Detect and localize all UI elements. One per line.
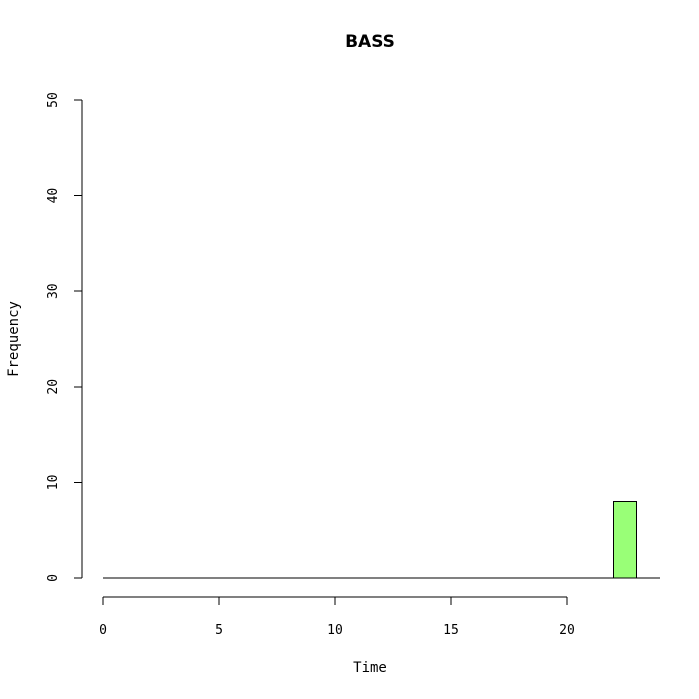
y-tick-label: 0 <box>46 574 61 582</box>
y-tick-label: 10 <box>46 475 61 491</box>
y-tick-label: 50 <box>46 92 61 108</box>
y-axis: 0 10 20 30 40 50 <box>46 92 83 582</box>
chart-title: BASS <box>345 32 395 52</box>
y-tick-label: 20 <box>46 379 61 395</box>
histogram-bars <box>103 501 660 579</box>
x-tick-label: 10 <box>327 623 343 638</box>
x-tick-label: 15 <box>443 623 459 638</box>
x-tick-label: 0 <box>99 623 107 638</box>
histogram-bar <box>612 501 638 579</box>
y-tick-label: 30 <box>46 283 61 299</box>
y-tick-label: 40 <box>46 188 61 204</box>
x-tick-label: 5 <box>215 623 223 638</box>
y-axis-label: Frequency <box>6 301 22 377</box>
x-tick-label: 20 <box>559 623 575 638</box>
x-axis-label: Time <box>353 660 387 676</box>
x-axis: 0 5 10 15 20 <box>99 596 575 638</box>
